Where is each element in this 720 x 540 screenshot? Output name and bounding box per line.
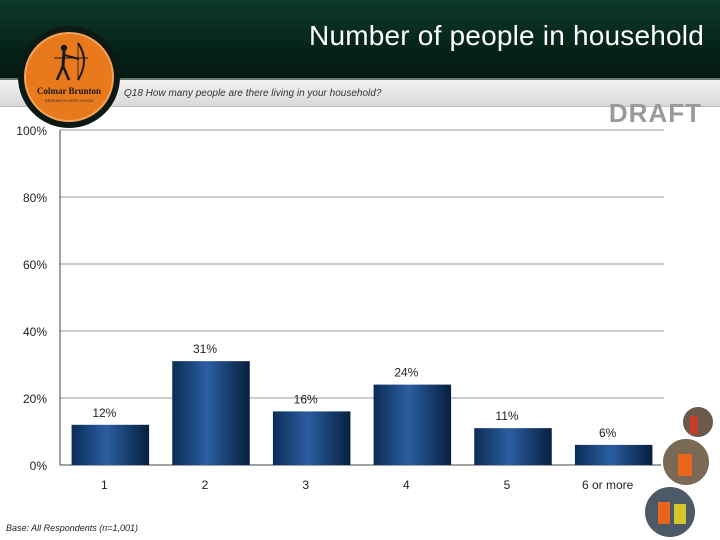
x-tick-label: 2	[202, 478, 209, 492]
staff-photos	[643, 405, 715, 539]
data-label: 16%	[294, 392, 318, 406]
y-tick-label: 100%	[16, 124, 47, 138]
logo-ring	[24, 32, 114, 122]
axes	[59, 130, 664, 466]
x-tick-label: 5	[504, 478, 511, 492]
logo-brand: Colmar Brunton	[36, 86, 102, 96]
bar	[272, 411, 351, 465]
bar-chart: 0% 20% 40% 60% 80% 100% 12% 31% 16% 24% 11% 6% 1 2 3…	[16, 124, 664, 492]
draft-watermark: DRAFT	[608, 98, 702, 128]
bar	[474, 428, 552, 465]
data-label: 6%	[599, 426, 617, 440]
data-label: 11%	[495, 409, 518, 423]
x-tick-label: 4	[403, 478, 410, 492]
archer-icon	[54, 42, 88, 81]
bar	[574, 444, 653, 465]
question-text: Q18 How many people are there living in …	[124, 88, 382, 99]
logo-tagline: RESEARCH WITH VISION	[44, 98, 94, 103]
y-tick-label: 20%	[23, 392, 47, 406]
x-tick-label: 6 or more	[582, 478, 634, 492]
page-title: Number of people in household	[309, 20, 704, 51]
y-tick-label: 0%	[30, 459, 48, 473]
bar	[373, 384, 452, 465]
question-bar	[0, 80, 720, 107]
y-tick-label: 40%	[23, 325, 47, 339]
bar	[71, 424, 150, 465]
company-logo: Colmar Brunton RESEARCH WITH VISION	[18, 26, 120, 128]
x-tick-labels: 1 2 3 4 5 6 or more	[101, 478, 634, 492]
gridlines	[60, 129, 664, 399]
data-labels: 12% 31% 16% 24% 11% 6%	[92, 342, 616, 440]
base-note: Base: All Respondents (n=1,001)	[6, 523, 138, 533]
data-label: 12%	[92, 406, 116, 420]
bar	[172, 361, 250, 465]
y-tick-label: 60%	[23, 258, 47, 272]
data-label: 31%	[193, 342, 217, 356]
y-tick-labels: 0% 20% 40% 60% 80% 100%	[16, 124, 47, 473]
bars	[71, 361, 653, 465]
y-tick-label: 80%	[23, 191, 47, 205]
title-banner: Number of people in household	[0, 0, 720, 80]
x-tick-label: 1	[101, 478, 108, 492]
data-label: 24%	[394, 366, 418, 380]
x-tick-label: 3	[302, 478, 309, 492]
